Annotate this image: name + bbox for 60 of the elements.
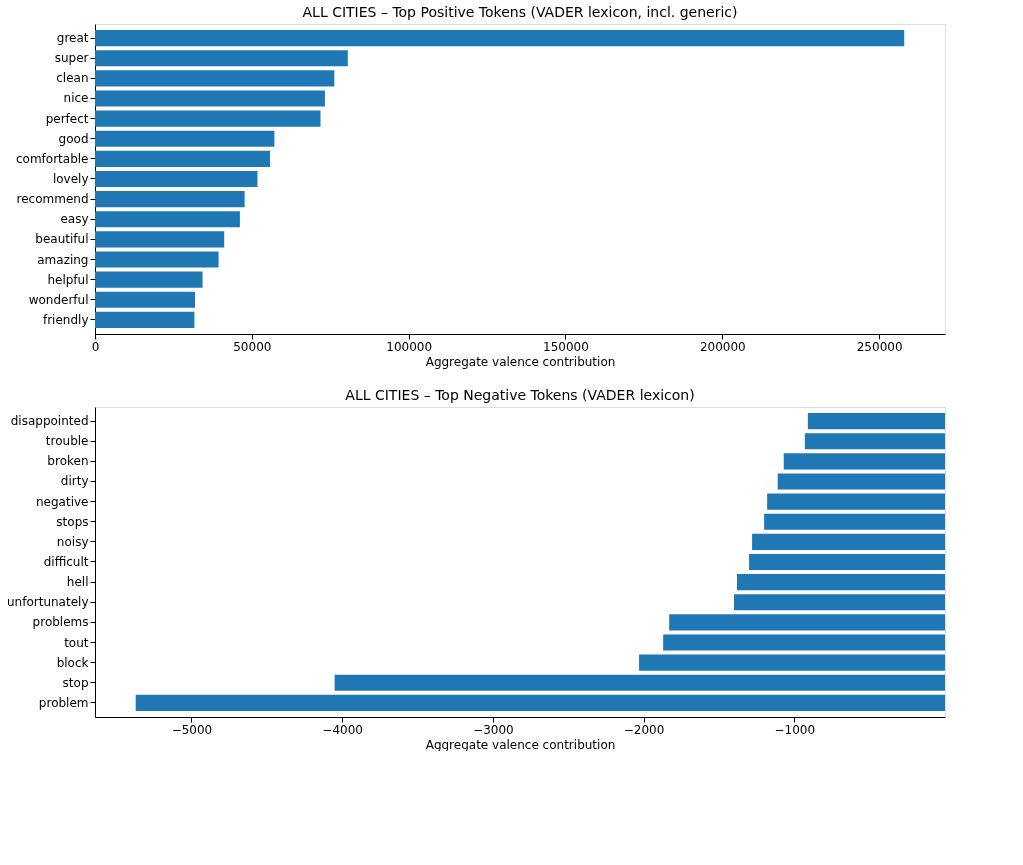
y-tick-label: friendly bbox=[42, 312, 89, 327]
x-tick-label: −1000 bbox=[774, 722, 816, 737]
y-tick-label: comfortable bbox=[15, 151, 89, 166]
y-tick-label: good bbox=[58, 131, 89, 146]
y-tick-label: trouble bbox=[45, 434, 89, 449]
y-tick-label: dirty bbox=[60, 474, 89, 489]
x-tick-label: 0 bbox=[91, 339, 100, 354]
x-tick-label: 200000 bbox=[699, 339, 746, 354]
chart-title: ALL CITIES – Top Positive Tokens (VADER lexicon, incl. generic) bbox=[302, 4, 738, 20]
x-axis-title: Aggregate valence contribution bbox=[425, 737, 616, 752]
bar bbox=[95, 70, 335, 87]
y-tick-label: problem bbox=[38, 695, 89, 710]
y-tick-label: tout bbox=[64, 635, 89, 650]
x-tick-label: 150000 bbox=[543, 339, 589, 354]
bar bbox=[95, 271, 203, 288]
y-tick-label: noisy bbox=[56, 534, 89, 549]
chart-title: ALL CITIES – Top Negative Tokens (VADER lexicon) bbox=[345, 387, 695, 403]
y-tick-label: recommend bbox=[16, 192, 89, 207]
y-tick-label: nice bbox=[63, 91, 89, 106]
x-tick-label: 100000 bbox=[386, 339, 433, 354]
bar bbox=[95, 150, 271, 167]
bar bbox=[95, 170, 258, 188]
y-tick-label: wonderful bbox=[28, 292, 89, 307]
bar bbox=[95, 231, 225, 248]
y-tick-label: unfortunately bbox=[6, 595, 89, 610]
y-tick-label: clean bbox=[56, 71, 89, 86]
x-tick-label: −4000 bbox=[322, 722, 363, 737]
bar bbox=[95, 311, 195, 328]
y-tick-label: easy bbox=[60, 212, 89, 227]
x-tick-label: 50000 bbox=[233, 339, 272, 354]
x-tick-label: −3000 bbox=[473, 722, 514, 737]
x-axis-title: Aggregate valence contribution bbox=[425, 354, 616, 369]
bar bbox=[95, 191, 245, 208]
bar bbox=[95, 110, 321, 127]
bar bbox=[95, 90, 325, 107]
y-tick-label: super bbox=[54, 51, 89, 66]
y-tick-label: problems bbox=[32, 615, 89, 630]
y-tick-label: great bbox=[56, 31, 89, 46]
y-tick-label: helpful bbox=[47, 272, 89, 287]
y-tick-label: disappointed bbox=[10, 414, 89, 429]
x-tick-label: −5000 bbox=[171, 722, 213, 737]
y-tick-label: stop bbox=[62, 675, 89, 690]
bar bbox=[95, 50, 348, 67]
bar bbox=[95, 251, 219, 268]
bar bbox=[95, 291, 196, 308]
y-tick-label: hell bbox=[66, 575, 89, 590]
x-tick-label: 250000 bbox=[856, 339, 903, 354]
y-tick-label: amazing bbox=[37, 252, 89, 267]
y-tick-label: block bbox=[56, 655, 89, 670]
bar bbox=[95, 30, 905, 47]
y-tick-label: lovely bbox=[52, 172, 89, 186]
y-tick-label: beautiful bbox=[35, 232, 89, 247]
y-tick-label: difficult bbox=[43, 555, 89, 569]
bar bbox=[95, 130, 275, 147]
bar bbox=[95, 211, 240, 228]
y-tick-label: negative bbox=[36, 494, 89, 509]
x-tick-label: −2000 bbox=[623, 722, 665, 737]
y-tick-label: broken bbox=[47, 454, 89, 469]
y-tick-label: stops bbox=[56, 514, 89, 529]
y-tick-label: perfect bbox=[45, 111, 89, 126]
